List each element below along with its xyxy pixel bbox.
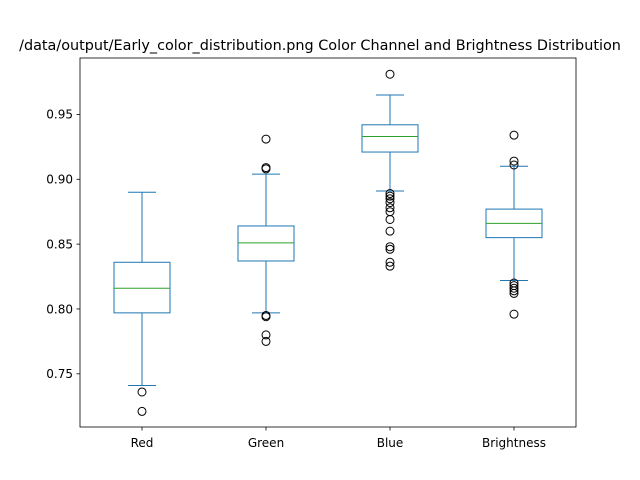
outlier-point — [385, 242, 395, 252]
axes-frame — [79, 57, 577, 428]
outlier-point — [385, 198, 395, 208]
box-iqr — [361, 124, 419, 153]
outlier-point — [261, 330, 271, 340]
y-tick-label: 0.80 — [46, 302, 73, 316]
x-tick-label: Green — [248, 436, 284, 450]
y-tick-label: 0.75 — [46, 367, 73, 381]
x-tick-label: Red — [131, 436, 154, 450]
outlier-point — [261, 312, 271, 322]
y-tick-label: 0.90 — [46, 173, 73, 187]
x-tick-label: Blue — [377, 436, 404, 450]
outlier-point — [385, 189, 395, 199]
outlier-point — [385, 69, 395, 79]
outlier-point — [137, 387, 147, 397]
outlier-point — [509, 286, 519, 296]
outlier-point — [385, 257, 395, 267]
outlier-point — [261, 336, 271, 346]
plot-area: 0.75 0.80 0.85 0.90 0.95 Red Green Blue Brightne… — [46, 69, 546, 450]
outlier-point — [385, 214, 395, 224]
outlier-point — [509, 288, 519, 298]
x-tick-label: Brightness — [482, 436, 546, 450]
y-tick-label: 0.85 — [46, 237, 73, 251]
y-tick-label: 0.95 — [46, 108, 73, 122]
outlier-point — [509, 309, 519, 319]
outlier-point — [509, 130, 519, 140]
outlier-point — [137, 406, 147, 416]
outlier-point — [261, 134, 271, 144]
outlier-point — [509, 283, 519, 293]
outlier-point — [385, 261, 395, 271]
outlier-point — [385, 191, 395, 201]
outlier-point — [509, 156, 519, 166]
outlier-point — [385, 203, 395, 213]
outlier-point — [385, 244, 395, 254]
outlier-point — [261, 164, 271, 174]
box-iqr — [113, 261, 171, 314]
box-iqr — [237, 225, 295, 262]
chart-title: /data/output/Early_color_distribution.pn… — [19, 38, 621, 54]
outlier-point — [385, 194, 395, 204]
outlier-point — [509, 160, 519, 170]
outlier-point — [385, 226, 395, 236]
